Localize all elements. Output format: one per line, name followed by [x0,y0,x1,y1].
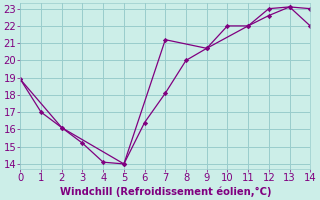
X-axis label: Windchill (Refroidissement éolien,°C): Windchill (Refroidissement éolien,°C) [60,186,271,197]
